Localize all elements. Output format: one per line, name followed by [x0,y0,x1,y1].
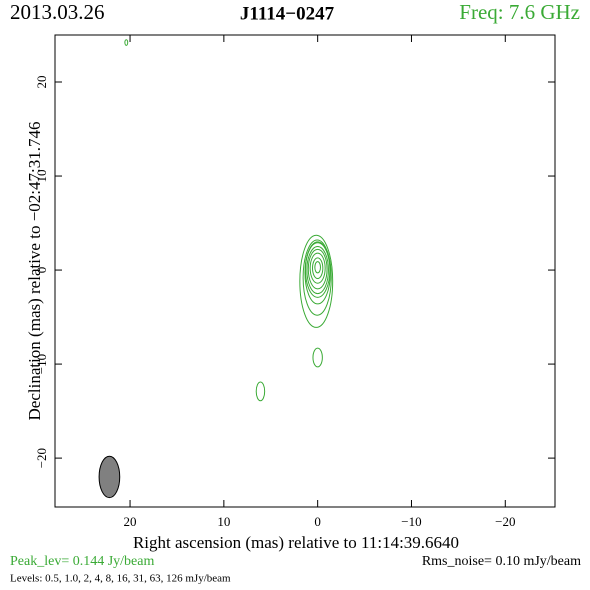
frequency: Freq: 7.6 GHz [459,0,580,24]
levels: Levels: 0.5, 1.0, 2, 4, 8, 16, 31, 63, 1… [10,573,231,585]
contour [314,261,321,274]
y-tick-label: −20 [34,448,49,468]
contour [304,242,331,298]
y-tick-label: 20 [34,76,49,89]
date: 2013.03.26 [10,0,105,24]
contour [307,248,328,290]
y-axis-label: Declination (mas) relative to −02:47:31.… [25,122,44,421]
x-axis-label: Right ascension (mas) relative to 11:14:… [133,533,459,552]
contour [306,246,329,295]
plot-frame [54,34,556,508]
peak-level: Peak_lev= 0.144 Jy/beam [10,554,154,569]
y-tick-label: 10 [34,170,49,183]
chart-title: J1114−0247 [240,3,335,24]
contour [124,39,129,46]
contour [299,234,334,328]
y-tick-label: −10 [34,354,49,374]
x-tick-label: 10 [217,514,230,529]
y-tick-label: 0 [34,267,49,274]
rms-noise: Rms_noise= 0.10 mJy/beam [422,554,581,569]
x-tick-label: 0 [314,514,321,529]
contour [255,381,266,402]
x-tick-label: −20 [495,514,515,529]
contour [302,239,332,316]
contour [312,257,324,280]
contour [304,241,331,305]
x-tick-label: −10 [401,514,421,529]
contour [312,347,323,368]
beam [98,455,121,499]
x-tick-label: 20 [124,514,137,529]
contour [309,252,326,284]
